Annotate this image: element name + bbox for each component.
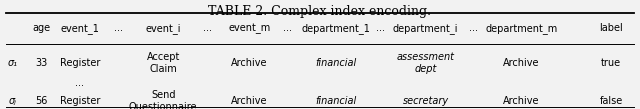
Text: 33: 33 bbox=[35, 58, 48, 68]
Text: Archive: Archive bbox=[503, 96, 540, 106]
Text: ...: ... bbox=[469, 23, 478, 33]
Text: Archive: Archive bbox=[503, 58, 540, 68]
Text: label: label bbox=[599, 23, 623, 33]
Text: σⱼ: σⱼ bbox=[9, 96, 17, 106]
Text: ...: ... bbox=[76, 78, 84, 88]
Text: false: false bbox=[600, 96, 623, 106]
Text: Register: Register bbox=[60, 58, 100, 68]
Text: Archive: Archive bbox=[231, 58, 268, 68]
Text: Send
Questionnaire: Send Questionnaire bbox=[129, 90, 198, 109]
Text: department_1: department_1 bbox=[301, 23, 371, 34]
Text: Archive: Archive bbox=[231, 96, 268, 106]
Text: financial: financial bbox=[316, 58, 356, 68]
Text: σ₁: σ₁ bbox=[8, 58, 18, 68]
Text: 56: 56 bbox=[35, 96, 48, 106]
Text: secretary: secretary bbox=[403, 96, 449, 106]
Text: Accept
Claim: Accept Claim bbox=[147, 52, 180, 74]
Text: assessment
dept: assessment dept bbox=[397, 52, 454, 74]
Text: department_i: department_i bbox=[393, 23, 458, 34]
Text: age: age bbox=[33, 23, 51, 33]
Text: event_m: event_m bbox=[228, 23, 271, 34]
Text: event_i: event_i bbox=[145, 23, 181, 34]
Text: ...: ... bbox=[376, 23, 385, 33]
Text: true: true bbox=[601, 58, 621, 68]
Text: TABLE 2. Complex index encoding.: TABLE 2. Complex index encoding. bbox=[209, 5, 431, 18]
Text: department_m: department_m bbox=[486, 23, 557, 34]
Text: event_1: event_1 bbox=[61, 23, 99, 34]
Text: financial: financial bbox=[316, 96, 356, 106]
Text: ...: ... bbox=[284, 23, 292, 33]
Text: Register: Register bbox=[60, 96, 100, 106]
Text: ...: ... bbox=[114, 23, 123, 33]
Text: ...: ... bbox=[204, 23, 212, 33]
